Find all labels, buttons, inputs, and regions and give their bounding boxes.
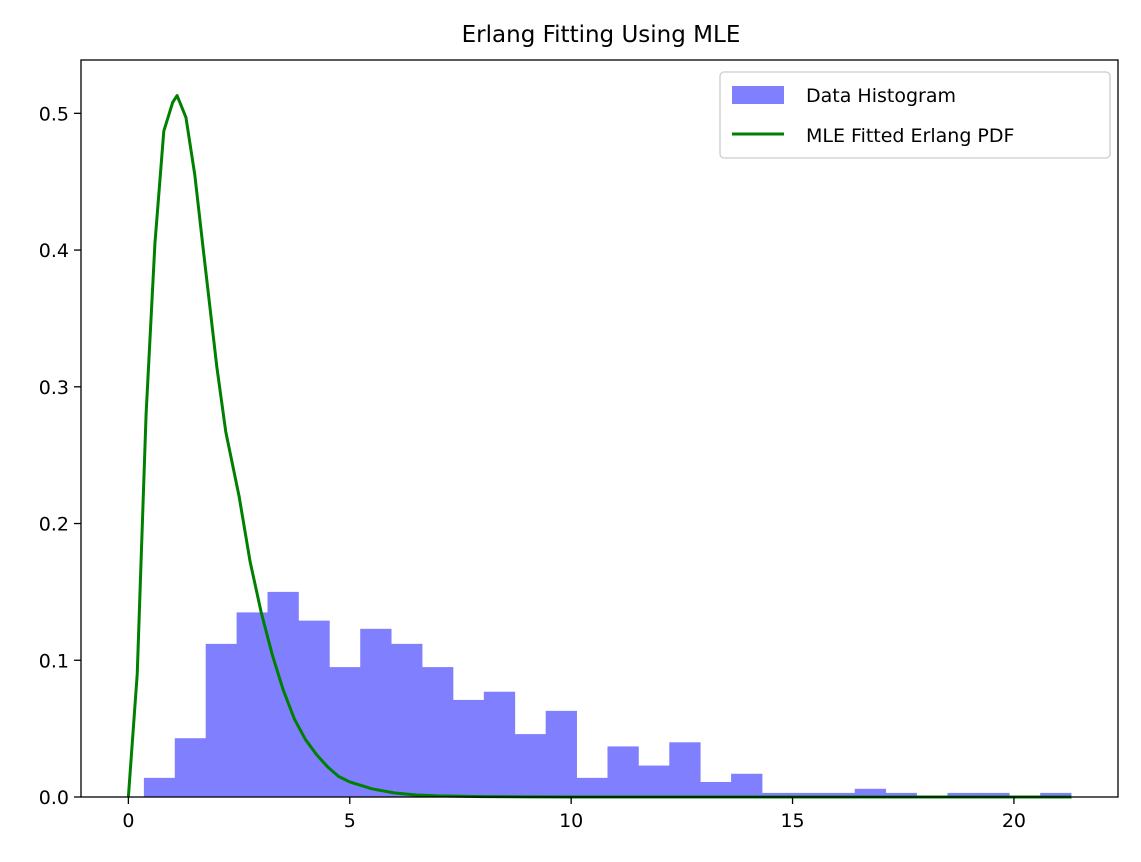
histogram-bar — [607, 746, 639, 797]
histogram-bar — [205, 643, 237, 797]
histogram-bar — [143, 777, 176, 797]
y-tick-label: 0.4 — [39, 240, 69, 262]
y-tick-label: 0.1 — [39, 650, 69, 672]
histogram-bar — [885, 792, 917, 797]
histogram-bar — [700, 781, 732, 797]
x-tick-label: 20 — [1002, 810, 1026, 832]
legend: Data Histogram MLE Fitted Erlang PDF — [719, 71, 1111, 159]
legend-frame — [719, 71, 1111, 159]
histogram-bar — [174, 738, 207, 797]
histogram-bar — [638, 765, 670, 797]
histogram-bar — [545, 710, 577, 797]
histogram-bar — [978, 792, 1010, 797]
x-tick-label: 15 — [780, 810, 804, 832]
histogram-bar — [514, 734, 547, 797]
histogram-bar — [731, 773, 763, 797]
legend-histogram-label: Data Histogram — [806, 85, 956, 107]
histogram-bar — [823, 792, 856, 797]
chart-title: Erlang Fitting Using MLE — [462, 22, 741, 48]
histogram-bar — [947, 792, 979, 797]
y-tick-label: 0.5 — [39, 103, 69, 125]
histogram-bar — [298, 620, 330, 797]
histogram-bar — [576, 777, 608, 797]
histogram-bar — [236, 612, 268, 797]
legend-histogram-swatch — [732, 86, 784, 104]
y-tick-label: 0.3 — [39, 377, 69, 399]
histogram-bar — [360, 628, 392, 797]
plot-frame — [80, 59, 1119, 798]
y-tick-label: 0.0 — [39, 787, 69, 809]
legend-pdf-label: MLE Fitted Erlang PDF — [806, 125, 1014, 147]
histogram-bar — [267, 591, 299, 797]
histogram-bar — [329, 667, 361, 797]
x-axis-ticks: 0 5 10 15 20 — [122, 797, 1026, 832]
histogram-bars — [143, 591, 1072, 797]
x-tick-label: 0 — [122, 810, 134, 832]
histogram-bar — [792, 792, 825, 797]
y-axis-ticks: 0.0 0.1 0.2 0.3 0.4 0.5 — [39, 103, 81, 809]
histogram-bar — [391, 643, 423, 797]
histogram-bar — [483, 691, 516, 797]
x-tick-label: 10 — [559, 810, 583, 832]
histogram-bar — [762, 792, 794, 797]
histogram-bar — [422, 667, 454, 797]
y-tick-label: 0.2 — [39, 514, 69, 536]
histogram-bar — [452, 699, 485, 797]
x-tick-label: 5 — [344, 810, 356, 832]
histogram-bar — [854, 788, 887, 797]
histogram-bar — [669, 742, 701, 797]
histogram-bar — [1040, 792, 1072, 797]
